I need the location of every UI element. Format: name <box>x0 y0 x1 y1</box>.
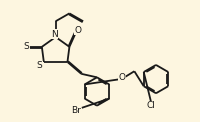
Text: Br: Br <box>71 106 80 115</box>
Text: Cl: Cl <box>146 101 155 110</box>
Text: O: O <box>74 26 81 35</box>
Text: O: O <box>117 73 124 82</box>
Text: S: S <box>23 42 29 51</box>
Text: S: S <box>36 61 42 70</box>
Text: N: N <box>51 30 58 39</box>
